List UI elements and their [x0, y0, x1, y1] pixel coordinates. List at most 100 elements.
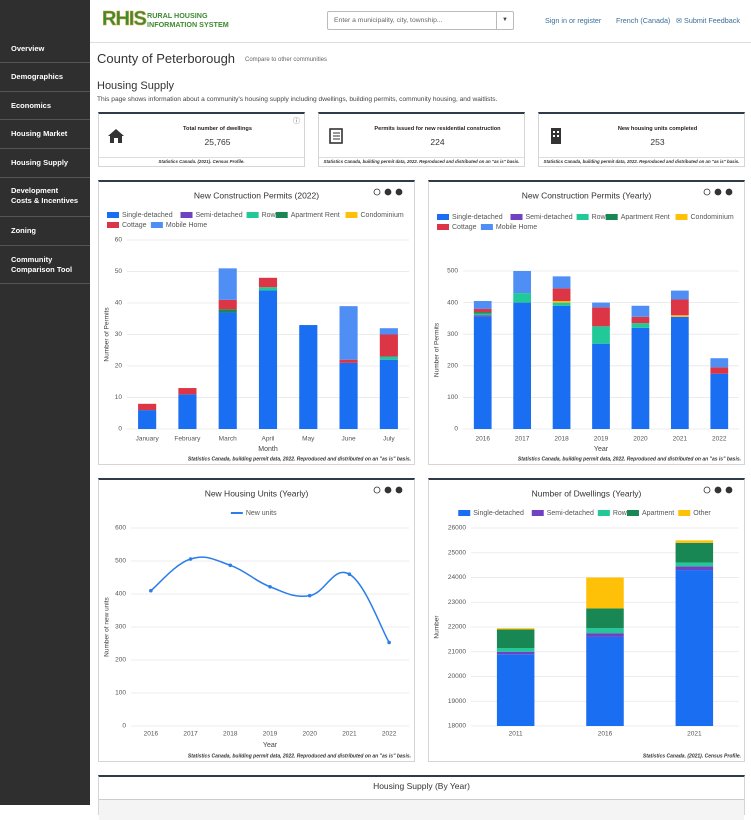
page-title: County of Peterborough [97, 51, 236, 66]
info-icon[interactable] [373, 188, 381, 196]
y-tick-label: 400 [447, 299, 458, 306]
legend-swatch [510, 214, 523, 220]
feedback-link[interactable]: ✉ Submit Feedback [676, 16, 740, 25]
separator [0, 62, 90, 63]
download-icon[interactable] [395, 188, 403, 196]
y-tick-label: 500 [115, 558, 126, 565]
bar-segment [631, 327, 650, 429]
bar-segment [218, 299, 237, 310]
x-tick-label: 2019 [263, 731, 278, 738]
x-axis-title: Year [263, 742, 278, 749]
section-title: Housing Supply [97, 80, 175, 92]
logo[interactable]: RHIS [102, 8, 147, 31]
bar-segment [496, 628, 535, 630]
bar-segment [592, 343, 610, 429]
nav-item[interactable]: Community Comparison Tool [11, 255, 73, 274]
legend-swatch [675, 214, 688, 220]
bar-segment [138, 410, 157, 429]
legend-label: Condominium [691, 214, 734, 221]
legend-swatch [605, 214, 618, 220]
bar-segment [496, 648, 535, 652]
bar-segment [592, 307, 610, 327]
chart-source: Statistics Canada. (2021). Census Profil… [643, 753, 741, 759]
legend-label: Single-detached [473, 510, 524, 517]
bar-segment [631, 316, 650, 324]
download-icon[interactable] [725, 188, 733, 196]
bar-segment [586, 577, 624, 609]
y-tick-label: 26000 [448, 525, 466, 532]
point [228, 563, 233, 568]
nav-item[interactable]: Economics [11, 101, 52, 110]
x-tick-label: 2018 [223, 731, 238, 738]
legend-swatch [345, 212, 358, 218]
info-icon[interactable]: ⓘ [293, 118, 300, 125]
bar-segment [670, 290, 689, 300]
sign-in-link[interactable]: Sign in or register [545, 16, 602, 25]
x-tick-label: July [383, 436, 395, 443]
bar-segment [258, 290, 278, 429]
legend-swatch [150, 222, 163, 228]
language-link[interactable]: French (Canada) [616, 16, 671, 25]
dropdown-button[interactable]: ▼ [496, 12, 513, 29]
card-source: Statistics Canada, building permit data,… [539, 157, 744, 166]
y-tick-label: 10 [115, 394, 123, 401]
chart: Number of Dwellings (Yearly) Single-detac… [434, 486, 741, 759]
nav-item[interactable]: Zoning [11, 226, 36, 235]
y-tick-label: 0 [118, 426, 122, 433]
nav-item[interactable]: Development Costs & Incentives [11, 186, 79, 205]
chart: New Construction Permits (2022) Single-de… [104, 188, 411, 462]
info-icon[interactable] [703, 486, 711, 494]
download-icon[interactable] [395, 486, 403, 494]
y-axis-title: Number [434, 615, 441, 639]
download-icon[interactable] [725, 486, 733, 494]
nav-item[interactable]: Demographics [11, 72, 64, 81]
data-icon[interactable] [384, 188, 392, 196]
bar-segment [631, 305, 650, 317]
bar-segment [586, 633, 624, 637]
legend-swatch [480, 224, 493, 230]
y-tick-label: 22000 [448, 624, 466, 631]
legend-swatch [246, 212, 259, 218]
bar-segment [675, 540, 714, 543]
data-icon[interactable] [384, 486, 392, 494]
chart-source: Statistics Canada, building permit data,… [188, 753, 411, 759]
info-icon[interactable] [703, 188, 711, 196]
nav-item[interactable]: Overview [11, 44, 45, 53]
legend-swatch [458, 510, 471, 516]
info-icon[interactable] [373, 486, 381, 494]
table-panel: Housing Supply (By Year) [98, 775, 745, 820]
bar-segment [473, 308, 492, 313]
chart-panel: Number of Dwellings (Yearly) Single-detac… [428, 478, 745, 762]
bar-segment [586, 636, 624, 726]
legend-swatch [437, 214, 449, 220]
bar-segment [496, 629, 535, 649]
x-tick-label: April [261, 436, 275, 443]
legend-label: Single-detached [452, 214, 503, 221]
sidebar: Overview Demographics Economics Housing … [0, 0, 90, 805]
bar-segment [473, 301, 492, 309]
x-tick-label: 2021 [673, 436, 688, 443]
chart: New Housing Units (Yearly) New units 0 100 2… [104, 486, 411, 759]
legend-label: Semi-detached [526, 214, 573, 221]
chart-title: Number of Dwellings (Yearly) [532, 488, 642, 498]
legend-label: Row [262, 212, 277, 219]
section-description: This page shows information about a comm… [97, 96, 498, 103]
data-icon[interactable] [714, 486, 722, 494]
y-tick-label: 500 [447, 268, 458, 275]
nav-item[interactable]: Housing Market [11, 129, 68, 138]
compare-link[interactable]: Compare to other communities [245, 57, 328, 63]
legend-swatch [107, 212, 119, 218]
feedback-text: Submit Feedback [684, 16, 740, 25]
bar-segment [473, 313, 492, 316]
chart-panel: New Construction Permits (Yearly) Single-… [428, 180, 745, 465]
bar-segment [496, 651, 535, 655]
y-tick-label: 400 [115, 591, 126, 598]
legend-swatch [107, 222, 119, 228]
y-tick-label: 100 [115, 690, 126, 697]
data-icon[interactable] [714, 188, 722, 196]
nav-item[interactable]: Housing Supply [11, 158, 69, 167]
x-tick-label: 2017 [515, 436, 530, 443]
card-value: 253 [650, 137, 665, 147]
search-box[interactable]: Enter a municipality, city, township... … [327, 11, 514, 30]
